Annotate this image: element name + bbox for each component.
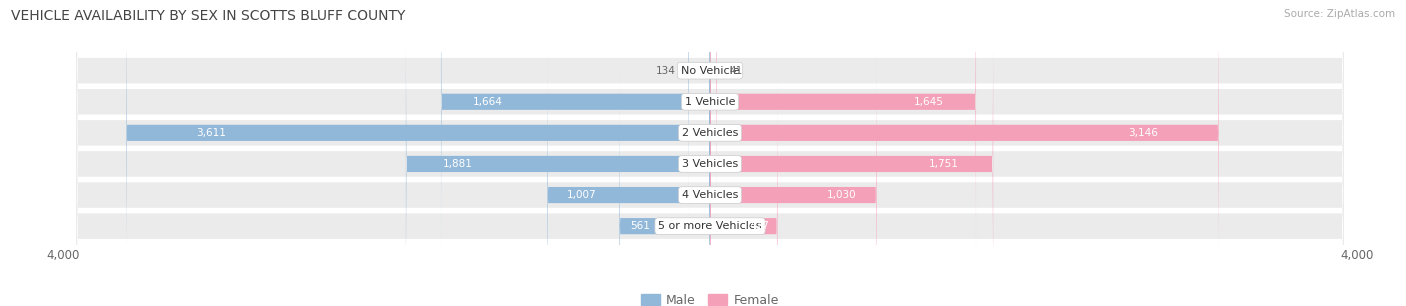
Text: 1,751: 1,751 [929,159,959,169]
Text: 2 Vehicles: 2 Vehicles [682,128,738,138]
FancyBboxPatch shape [710,48,778,306]
Legend: Male, Female: Male, Female [637,289,783,306]
Text: 41: 41 [730,66,742,76]
FancyBboxPatch shape [76,0,1344,306]
Text: 134: 134 [655,66,675,76]
Text: 3,611: 3,611 [197,128,226,138]
FancyBboxPatch shape [710,0,1219,306]
FancyBboxPatch shape [127,0,710,306]
Text: 1,881: 1,881 [443,159,472,169]
Text: 417: 417 [749,221,769,231]
FancyBboxPatch shape [547,17,710,306]
FancyBboxPatch shape [76,0,1344,306]
FancyBboxPatch shape [619,48,710,306]
Text: 3,146: 3,146 [1128,128,1157,138]
Text: VEHICLE AVAILABILITY BY SEX IN SCOTTS BLUFF COUNTY: VEHICLE AVAILABILITY BY SEX IN SCOTTS BL… [11,9,405,23]
FancyBboxPatch shape [76,0,1344,306]
FancyBboxPatch shape [76,0,1344,306]
Text: 561: 561 [630,221,650,231]
Text: 3 Vehicles: 3 Vehicles [682,159,738,169]
Text: 1,664: 1,664 [474,97,503,107]
Text: No Vehicle: No Vehicle [681,66,740,76]
FancyBboxPatch shape [406,0,710,306]
FancyBboxPatch shape [689,0,710,249]
FancyBboxPatch shape [710,0,717,249]
Text: 5 or more Vehicles: 5 or more Vehicles [658,221,762,231]
Text: 1,645: 1,645 [914,97,943,107]
Text: 1 Vehicle: 1 Vehicle [685,97,735,107]
Text: 4 Vehicles: 4 Vehicles [682,190,738,200]
Text: 1,030: 1,030 [827,190,856,200]
FancyBboxPatch shape [76,0,1344,306]
FancyBboxPatch shape [76,0,1344,306]
FancyBboxPatch shape [710,0,976,280]
FancyBboxPatch shape [710,17,876,306]
Text: 1,007: 1,007 [567,190,596,200]
Text: Source: ZipAtlas.com: Source: ZipAtlas.com [1284,9,1395,19]
FancyBboxPatch shape [710,0,993,306]
FancyBboxPatch shape [441,0,710,280]
